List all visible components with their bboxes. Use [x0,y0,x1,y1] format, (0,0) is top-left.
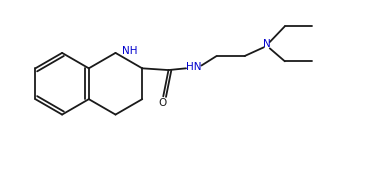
Text: HN: HN [186,62,202,72]
Text: NH: NH [122,46,137,56]
Text: N: N [263,39,271,49]
Text: O: O [158,98,167,108]
